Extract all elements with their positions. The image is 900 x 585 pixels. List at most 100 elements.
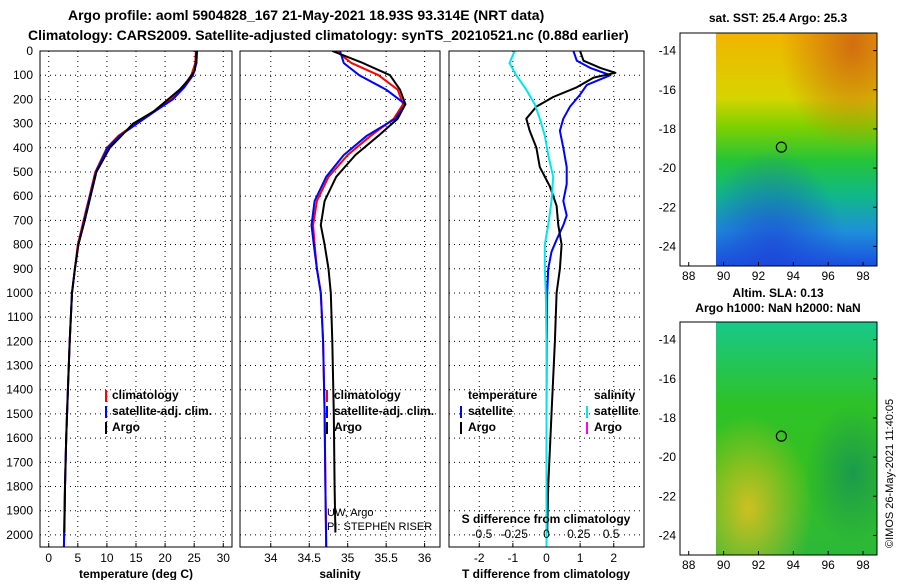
temperature-panel: 0100200300400500600700800900100011001200… — [6, 44, 233, 581]
temperature-axes-box — [39, 50, 233, 548]
s-difference-label: S difference from climatology — [462, 512, 631, 526]
series-line-argo — [63, 51, 198, 533]
legend-label-t-argo: Argo — [468, 420, 496, 434]
map-y-tick-label: -16 — [659, 83, 677, 97]
legend-label-satellite: satellite-adj. clim. — [112, 404, 212, 418]
series-line-argo — [319, 51, 407, 533]
map-x-tick-label: 90 — [717, 269, 731, 283]
depth-tick-label: 900 — [13, 262, 33, 276]
sst-map-frame — [679, 32, 878, 267]
s-diff-tick-label: 0.5 — [603, 527, 620, 541]
map-y-tick-label: -18 — [659, 411, 677, 425]
depth-tick-label: 1500 — [6, 407, 33, 421]
sla-map-panel: Altim. SLA: 0.13 Argo h1000: NaN h2000: … — [659, 286, 878, 572]
sla-map-ticks: 88 90 92 94 96 98 -14 -16 -18 -20 -22 -24 — [659, 333, 877, 572]
map-x-tick-label: 96 — [822, 558, 836, 572]
salinity-series — [310, 51, 407, 547]
x-tick-label: 30 — [217, 551, 231, 565]
sla-map-title-2: Argo h1000: NaN h2000: NaN — [695, 301, 860, 315]
s-diff-tick-label: 0 — [543, 527, 550, 541]
x-tick-label: 36 — [418, 551, 432, 565]
series-line-satellite-adj-clim- — [310, 51, 407, 547]
depth-tick-label: 400 — [13, 141, 33, 155]
sst-map-panel: sat. SST: 25.4 Argo: 25.3 88 90 92 94 96 98 -1… — [659, 11, 878, 283]
x-tick-label: 15 — [129, 551, 143, 565]
sst-argo-location-marker — [775, 141, 787, 153]
legend-label-s-satellite: satellite — [594, 404, 639, 418]
x-tick-label: 0 — [45, 551, 52, 565]
map-y-tick-label: -18 — [659, 122, 677, 136]
title-line-2: Climatology: CARS2009. Satellite-adjuste… — [28, 27, 629, 43]
series-line-climatology — [62, 51, 197, 547]
map-x-tick-label: 94 — [787, 558, 801, 572]
map-x-tick-label: 92 — [752, 269, 766, 283]
map-x-tick-label: 94 — [787, 269, 801, 283]
depth-tick-labels: 0 100 200 300 400 500 600 700 800 900 1000 1100 1200… — [6, 44, 33, 542]
x-tick-label: -2 — [474, 551, 485, 565]
depth-tick-label: 1900 — [6, 504, 33, 518]
x-tick-label: 34 — [264, 551, 278, 565]
legend-title-temperature: temperature — [468, 388, 538, 402]
map-y-tick-label: -16 — [659, 372, 677, 386]
legend-label-s-argo: Argo — [594, 420, 622, 434]
sla-low-region — [716, 322, 877, 555]
difference-series — [508, 51, 617, 547]
depth-tick-label: 1100 — [7, 310, 33, 324]
difference-panel: -2 -1 0 1 2 -0.5 -0.25 0 0.25 0.5 S difference f… — [448, 50, 645, 581]
map-y-tick-label: -24 — [659, 239, 677, 253]
map-y-tick-label: -14 — [659, 44, 677, 58]
salinity-tick-labels: 34 34.5 35 35.5 36 — [264, 551, 432, 565]
x-tick-label: 0 — [543, 551, 550, 565]
depth-tick-label: 1000 — [6, 286, 33, 300]
temperature-xlabel: temperature (deg C) — [79, 567, 193, 580]
x-tick-label: -1 — [508, 551, 519, 565]
map-y-tick-label: -20 — [659, 161, 677, 175]
legend-title-salinity: salinity — [594, 388, 636, 402]
difference-legend: temperature salinity satellite Argo sate… — [460, 388, 639, 434]
depth-tick-label: 2000 — [6, 528, 33, 542]
x-tick-label: 35.5 — [374, 551, 398, 565]
legend-label-argo: Argo — [112, 420, 140, 434]
depth-tick-label: 1600 — [6, 431, 33, 445]
map-x-tick-label: 96 — [822, 269, 836, 283]
salinity-panel: 34 34.5 35 35.5 36 salinity climatology sate… — [239, 50, 441, 581]
map-x-tick-label: 98 — [856, 558, 870, 572]
imos-stamp: ©IMOS 26-May-2021 11:40:05 — [884, 399, 896, 548]
legend-label-t-satellite: satellite — [468, 404, 513, 418]
sst-cool-region — [716, 33, 877, 266]
map-x-tick-label: 88 — [682, 558, 696, 572]
x-tick-label: 1 — [577, 551, 584, 565]
annotation-source: UW, Argo — [327, 507, 373, 519]
difference-axes-box — [448, 50, 645, 548]
sst-map-ticks: 88 90 92 94 96 98 -14 -16 -18 -20 -22 -24 — [659, 44, 877, 283]
map-y-tick-label: -24 — [659, 528, 677, 542]
x-tick-label: 5 — [74, 551, 81, 565]
salinity-legend: climatology satellite-adj. clim. Argo — [326, 388, 434, 434]
sst-map-title: sat. SST: 25.4 Argo: 25.3 — [709, 11, 848, 25]
sla-map-title-1: Altim. SLA: 0.13 — [732, 286, 824, 300]
series-line-salinity-satellite — [508, 51, 555, 547]
map-y-tick-label: -22 — [659, 200, 677, 214]
s-diff-tick-label: -0.5 — [472, 527, 493, 541]
s-diff-tick-label: -0.25 — [501, 527, 529, 541]
depth-tick-label: 700 — [13, 213, 33, 227]
depth-tick-label: 300 — [13, 117, 33, 131]
map-x-tick-label: 88 — [682, 269, 696, 283]
depth-tick-label: 200 — [13, 92, 33, 106]
title-line-1: Argo profile: aoml 5904828_167 21-May-20… — [68, 7, 544, 23]
map-x-tick-label: 90 — [717, 558, 731, 572]
s-difference-tick-labels: -0.5 -0.25 0 0.25 0.5 — [472, 527, 620, 541]
s-diff-tick-label: 0.25 — [567, 527, 591, 541]
legend-label-satellite: satellite-adj. clim. — [334, 404, 434, 418]
depth-tick-label: 1400 — [6, 383, 33, 397]
t-difference-tick-labels: -2 -1 0 1 2 — [474, 551, 617, 565]
map-y-tick-label: -14 — [659, 333, 677, 347]
depth-tick-label: 100 — [13, 68, 33, 82]
map-x-tick-label: 98 — [856, 269, 870, 283]
map-x-tick-label: 92 — [752, 558, 766, 572]
x-tick-label: 35 — [341, 551, 355, 565]
temperature-series — [62, 51, 199, 547]
temperature-tick-labels: 0 5 10 15 20 25 30 — [45, 551, 230, 565]
salinity-grid — [240, 50, 440, 547]
